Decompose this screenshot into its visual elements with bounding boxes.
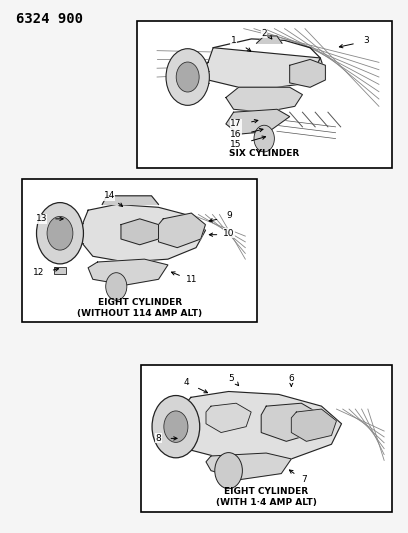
Text: 2: 2 xyxy=(262,29,267,37)
Polygon shape xyxy=(102,196,158,205)
Text: 15: 15 xyxy=(231,140,242,149)
Bar xyxy=(141,365,392,512)
Bar xyxy=(22,179,257,322)
Text: 16: 16 xyxy=(231,130,242,139)
Circle shape xyxy=(37,203,83,264)
Circle shape xyxy=(106,273,127,300)
Text: 6: 6 xyxy=(288,374,294,383)
Text: EIGHT CYLINDER
(WITH 1·4 AMP ALT): EIGHT CYLINDER (WITH 1·4 AMP ALT) xyxy=(216,487,317,507)
Text: 5: 5 xyxy=(228,374,234,383)
Text: 3: 3 xyxy=(363,36,369,45)
Text: 6324 900: 6324 900 xyxy=(16,12,83,26)
Circle shape xyxy=(254,125,274,152)
Text: 11: 11 xyxy=(186,275,197,284)
Polygon shape xyxy=(206,453,291,480)
Text: 13: 13 xyxy=(35,214,47,223)
Circle shape xyxy=(166,49,209,106)
Polygon shape xyxy=(261,403,322,441)
Polygon shape xyxy=(121,219,158,245)
Polygon shape xyxy=(206,403,251,433)
Text: SIX CYLINDER: SIX CYLINDER xyxy=(229,149,299,158)
Text: 12: 12 xyxy=(33,268,44,277)
Text: 8: 8 xyxy=(155,434,161,443)
Circle shape xyxy=(47,216,73,250)
Polygon shape xyxy=(203,47,326,87)
Text: 4: 4 xyxy=(183,378,189,387)
Text: 10: 10 xyxy=(223,229,235,238)
Polygon shape xyxy=(176,391,341,462)
Bar xyxy=(54,267,66,274)
Polygon shape xyxy=(226,109,290,134)
Text: EIGHT CYLINDER
(WITHOUT 114 AMP ALT): EIGHT CYLINDER (WITHOUT 114 AMP ALT) xyxy=(77,298,202,318)
Polygon shape xyxy=(291,409,337,441)
Text: 1: 1 xyxy=(231,36,237,45)
Text: 7: 7 xyxy=(301,475,307,484)
Text: 14: 14 xyxy=(104,191,115,200)
Polygon shape xyxy=(290,59,326,87)
Bar xyxy=(137,21,392,168)
Circle shape xyxy=(215,453,242,489)
Text: 9: 9 xyxy=(226,212,232,221)
Circle shape xyxy=(164,411,188,442)
Polygon shape xyxy=(257,36,282,43)
Circle shape xyxy=(176,62,199,92)
Polygon shape xyxy=(158,213,205,248)
Polygon shape xyxy=(88,259,168,285)
Circle shape xyxy=(152,395,200,458)
Text: 17: 17 xyxy=(231,119,242,128)
Polygon shape xyxy=(226,87,302,112)
Polygon shape xyxy=(79,205,205,262)
